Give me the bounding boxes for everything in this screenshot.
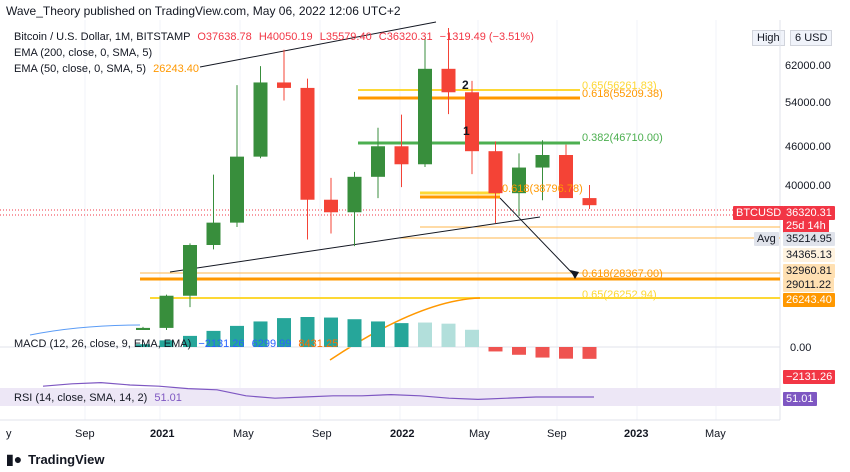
legend-ema200: EMA (200, close, 0, SMA, 5)	[14, 47, 152, 59]
candle-body	[583, 198, 597, 205]
time-axis-may-2022: May	[469, 428, 490, 440]
time-axis-2022: 2022	[390, 428, 414, 440]
countdown-tag: 25d 14h	[783, 219, 829, 233]
macd-v2: 6299.99	[252, 338, 292, 350]
candle-body	[324, 200, 338, 213]
legend-symbol: Bitcoin / U.S. Dollar, 1M, BITSTAMP O376…	[14, 31, 534, 43]
wave-label-1: 1	[463, 124, 470, 138]
macd-bar	[465, 330, 479, 347]
time-axis-may-2023: May	[705, 428, 726, 440]
macd-bar	[536, 347, 550, 358]
legend-close: C36320.31	[379, 31, 433, 43]
level-34365-tag: 34365.13	[783, 248, 835, 262]
time-axis-y: y	[6, 428, 12, 440]
macd-bar	[371, 321, 385, 347]
macd-bar	[418, 323, 432, 347]
ema50-price-tag: 26243.40	[783, 293, 835, 307]
time-axis-sep-2022: Sep	[547, 428, 567, 440]
macd-value-tag: −2131.26	[783, 370, 835, 384]
candle-body	[465, 92, 479, 151]
candle-body	[371, 146, 385, 177]
legend-low: L35579.40	[320, 31, 372, 43]
fib-0618-mid-label: 0.618(38796.78)	[502, 183, 583, 195]
macd-bar	[348, 319, 362, 347]
legend-ema50-label: EMA (50, close, 0, SMA, 5)	[14, 63, 146, 75]
candles-group	[136, 28, 597, 330]
rsi-value-tag: 51.01	[783, 392, 817, 406]
macd-bar	[489, 347, 503, 351]
candle-body	[301, 88, 315, 200]
candle-body	[442, 69, 456, 92]
legend-symbol-name: Bitcoin / U.S. Dollar, 1M, BITSTAMP	[14, 31, 190, 43]
macd-bar	[442, 324, 456, 347]
macd-legend: MACD (12, 26, close, 9, EMA, EMA) −2131.…	[14, 338, 338, 350]
fib-0382-label: 0.382(46710.00)	[582, 132, 663, 144]
time-axis-may-2021: May	[233, 428, 254, 440]
time-axis-2021: 2021	[150, 428, 174, 440]
macd-v3: 8431.25	[298, 338, 338, 350]
fib-levels	[0, 90, 780, 298]
rsi-value: 51.01	[154, 392, 182, 404]
macd-v1: −2131.26	[198, 338, 244, 350]
candle-body	[183, 245, 197, 296]
price-axis-40000: 40000.00	[785, 180, 831, 192]
legend-open: O37638.78	[197, 31, 251, 43]
candle-body	[348, 177, 362, 212]
candle-body	[418, 69, 432, 164]
macd-bar	[559, 347, 573, 359]
candle-body	[536, 155, 550, 168]
candle-body	[254, 82, 268, 156]
candle-body	[207, 223, 221, 245]
macd-bar	[395, 323, 409, 347]
tradingview-brand: TradingView	[28, 452, 104, 467]
current-price-tag: 36320.31	[783, 206, 835, 220]
fib-0618-top-label: 0.618(55209.38)	[582, 88, 663, 100]
candle-body	[136, 328, 150, 330]
candle-body	[160, 296, 174, 328]
price-axis-46000: 46000.00	[785, 141, 831, 153]
candle-body	[277, 82, 291, 87]
tradingview-logo-icon: ▮●	[6, 451, 22, 468]
avg-price-tag: 35214.95	[783, 232, 835, 246]
fib-0618-low-label: 0.618(28367.00)	[582, 268, 663, 280]
macd-bar	[512, 347, 526, 355]
legend-high: H40050.19	[259, 31, 313, 43]
macd-zero-label: 0.00	[790, 342, 811, 354]
legend-ema50: EMA (50, close, 0, SMA, 5) 26243.40	[14, 63, 199, 75]
price-axis-62000: 62000.00	[785, 60, 831, 72]
symbol-tag: BTCUSD	[733, 206, 784, 220]
fib-065-low-label: 0.65(26252.94)	[582, 289, 657, 301]
time-axis-sep-2021: Sep	[312, 428, 332, 440]
rsi-label: RSI (14, close, SMA, 14, 2)	[14, 392, 147, 404]
legend-change: −1319.49 (−3.51%)	[440, 31, 534, 43]
channel-upper-line	[200, 22, 436, 67]
avg-label-tag: Avg	[754, 232, 779, 246]
price-axis-54000: 54000.00	[785, 97, 831, 109]
wave-label-2: 2	[462, 78, 469, 92]
level-29011-tag: 29011.22	[783, 278, 834, 292]
candle-body	[230, 157, 244, 223]
macd-bar	[583, 347, 597, 359]
legend-ema50-value: 26243.40	[153, 63, 199, 75]
candle-body	[395, 146, 409, 164]
rsi-legend: RSI (14, close, SMA, 14, 2) 51.01	[14, 392, 182, 404]
candle-body	[489, 151, 503, 193]
time-axis-2023: 2023	[624, 428, 648, 440]
macd-label: MACD (12, 26, close, 9, EMA, EMA)	[14, 338, 191, 350]
tradingview-footer[interactable]: ▮● TradingView	[6, 451, 105, 468]
time-axis-sep-2020: Sep	[75, 428, 95, 440]
level-32960-tag: 32960.81	[783, 264, 835, 278]
